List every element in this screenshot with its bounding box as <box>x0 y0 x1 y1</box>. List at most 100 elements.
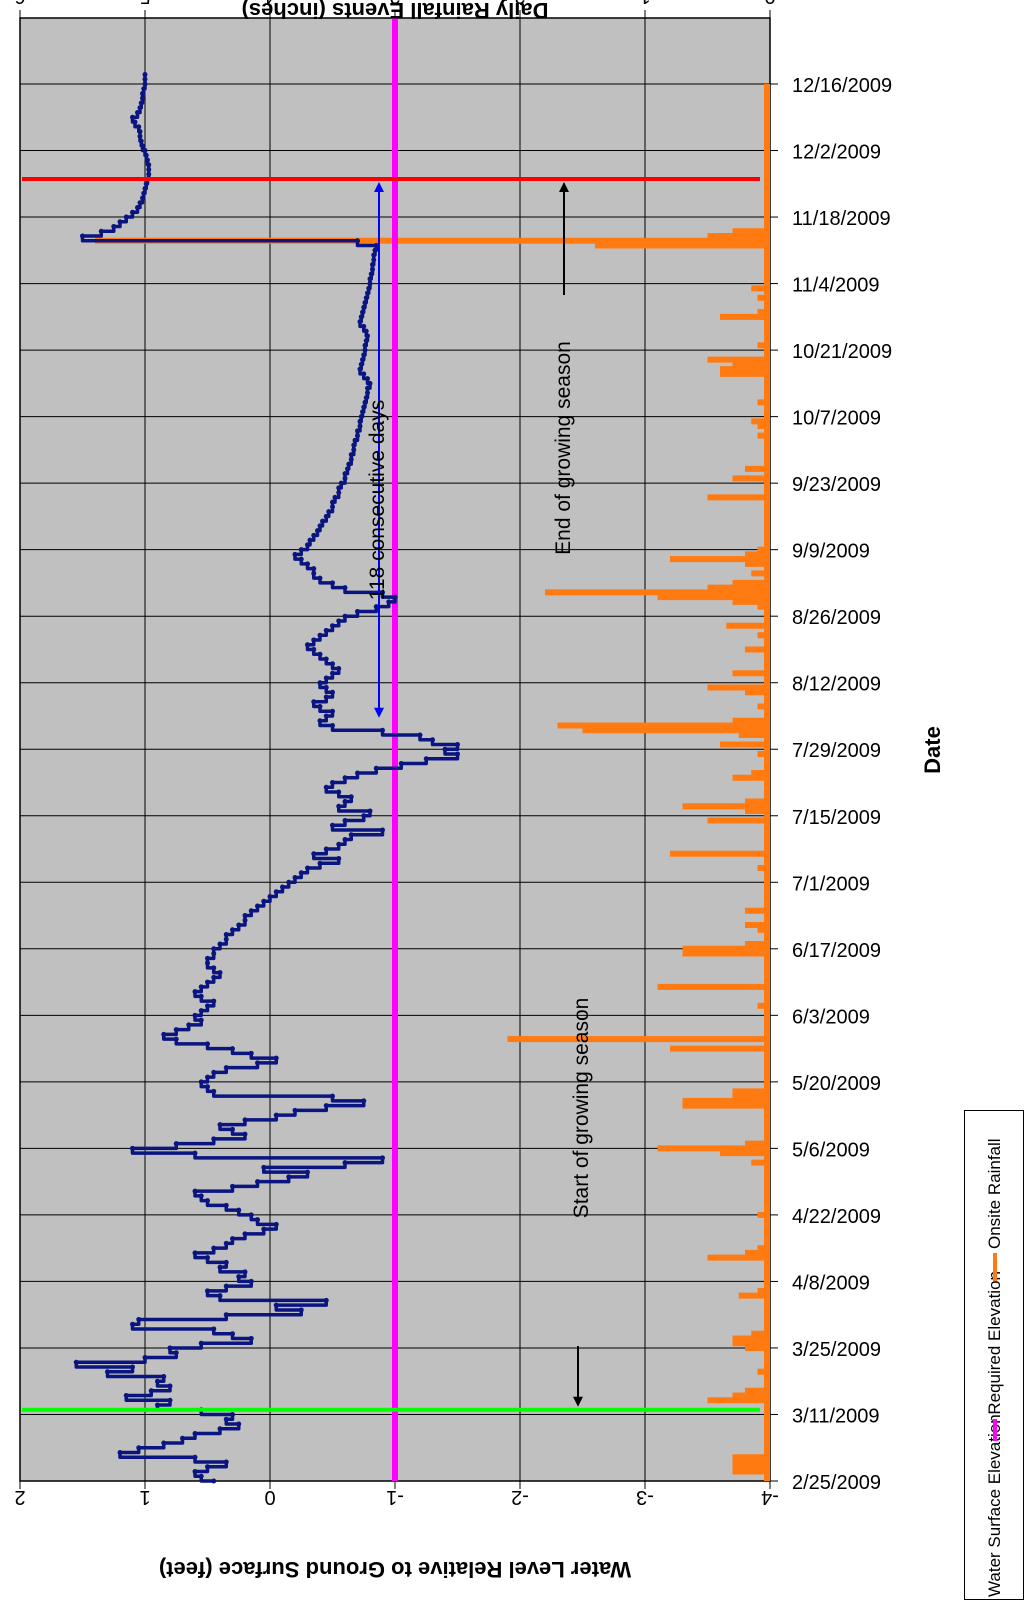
water-point <box>336 789 342 795</box>
water-point <box>143 152 149 158</box>
water-point <box>311 570 317 576</box>
water-point <box>348 456 354 462</box>
water-point <box>248 908 254 914</box>
water-point <box>373 765 379 771</box>
x-tick-label: 9/9/2009 <box>792 541 870 563</box>
water-point <box>211 1136 217 1142</box>
water-point <box>142 186 148 192</box>
x-tick-label: 8/26/2009 <box>792 607 881 629</box>
water-point <box>205 955 210 961</box>
water-point <box>358 361 364 367</box>
water-point <box>311 699 317 705</box>
water-point <box>330 689 335 695</box>
water-point <box>305 865 310 871</box>
water-point <box>346 461 352 467</box>
water-point <box>155 1402 160 1408</box>
water-point <box>361 813 367 819</box>
water-point <box>371 257 377 263</box>
water-point <box>223 932 229 938</box>
water-point <box>148 1388 154 1394</box>
water-point <box>211 951 217 957</box>
water-point <box>380 1155 385 1161</box>
water-point <box>205 1003 210 1009</box>
water-point <box>330 780 335 785</box>
water-point <box>248 1278 254 1284</box>
water-point <box>217 970 223 976</box>
water-series <box>73 71 460 1484</box>
y1-axis-title: Water Level Relative to Ground Surface (… <box>159 1557 631 1582</box>
water-point <box>298 1307 304 1313</box>
water-point <box>342 613 348 619</box>
water-point <box>205 1464 210 1470</box>
water-point <box>338 480 344 486</box>
water-point <box>132 119 138 125</box>
water-point <box>442 746 448 752</box>
water-point <box>323 713 329 719</box>
y1-tick-label: -3 <box>636 1486 654 1508</box>
water-point <box>236 922 242 928</box>
water-point <box>298 556 304 562</box>
water-point <box>211 1478 217 1484</box>
legend-item-required: Required Elevation <box>965 1271 1025 1441</box>
y2-tick-label: 3 <box>389 0 400 7</box>
water-point <box>311 646 317 652</box>
water-point <box>336 803 342 809</box>
water-point <box>323 684 329 690</box>
water-point <box>230 1183 235 1189</box>
water-point <box>361 1098 367 1104</box>
water-point <box>386 599 392 605</box>
legend-label: Required Elevation <box>985 1271 1004 1415</box>
water-point <box>362 342 368 348</box>
water-point <box>242 1269 248 1275</box>
water-point <box>186 1022 192 1028</box>
x-tick-label: 5/6/2009 <box>792 1139 870 1161</box>
water-point <box>192 1468 198 1474</box>
water-point <box>455 741 460 747</box>
water-point <box>360 357 365 363</box>
water-point <box>336 665 342 671</box>
water-point <box>307 537 313 543</box>
water-point <box>141 190 147 196</box>
water-point <box>167 1397 173 1403</box>
water-point <box>146 162 152 168</box>
water-point <box>198 1193 204 1199</box>
water-point <box>323 627 329 633</box>
water-point <box>366 285 372 291</box>
y1-tick-label: 0 <box>264 1486 275 1508</box>
water-point <box>205 1074 210 1080</box>
water-point <box>355 770 360 776</box>
water-point <box>330 504 335 510</box>
water-point <box>362 300 368 306</box>
x-axis-title: Date <box>920 726 945 774</box>
water-point <box>248 1050 254 1056</box>
water-point <box>123 1392 129 1398</box>
x-tick-label: 7/1/2009 <box>792 873 870 895</box>
x-tick-label: 3/11/2009 <box>792 1405 880 1427</box>
water-point <box>365 390 370 396</box>
water-point <box>211 974 217 980</box>
water-point <box>355 608 360 614</box>
water-point <box>135 205 140 211</box>
water-point <box>230 1046 235 1052</box>
water-point <box>230 1411 235 1417</box>
water-point <box>255 1179 260 1185</box>
water-point <box>330 623 335 629</box>
y1-tick-label: -4 <box>761 1486 779 1508</box>
water-point <box>336 841 342 847</box>
x-tick-label: 8/12/2009 <box>792 674 881 696</box>
water-point <box>173 1027 179 1033</box>
water-point <box>211 1245 217 1251</box>
water-point <box>138 138 144 144</box>
water-point <box>236 1274 242 1280</box>
water-point <box>323 1103 329 1109</box>
water-point <box>211 998 217 1004</box>
water-point <box>286 1174 292 1180</box>
x-tick-label: 11/18/2009 <box>792 208 891 230</box>
water-point <box>198 993 204 999</box>
water-point <box>317 632 323 638</box>
water-point <box>242 1117 248 1123</box>
water-point <box>223 1240 229 1246</box>
water-point <box>255 1060 260 1066</box>
y1-tick-label: 2 <box>14 1486 25 1508</box>
water-point <box>355 238 360 244</box>
